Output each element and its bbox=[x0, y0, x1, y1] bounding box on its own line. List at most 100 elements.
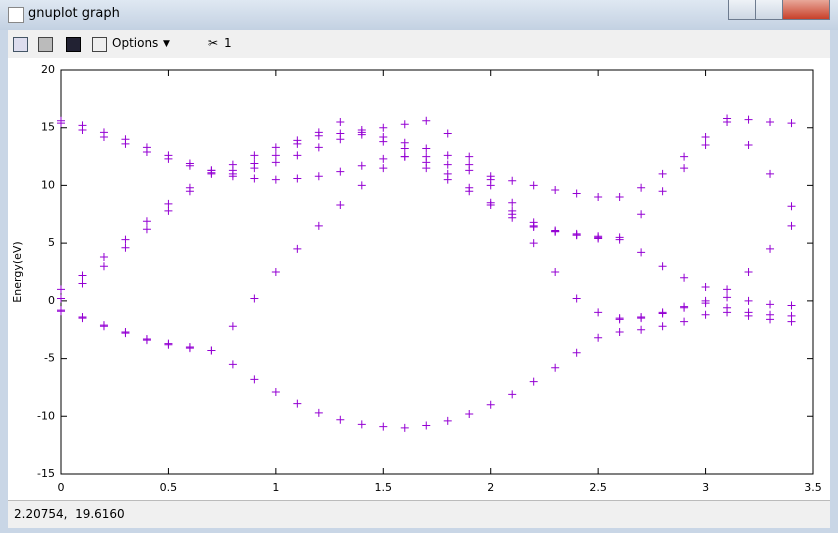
y-axis-label: Energy(eV) bbox=[11, 241, 24, 302]
data-point bbox=[551, 268, 560, 276]
data-point bbox=[314, 128, 323, 137]
data-point bbox=[357, 181, 366, 190]
scissors-count: 1 bbox=[224, 36, 232, 50]
data-point bbox=[443, 129, 452, 138]
data-point bbox=[637, 248, 646, 257]
data-point bbox=[185, 183, 194, 192]
data-point bbox=[744, 268, 753, 276]
x-tick-label: 2.5 bbox=[589, 481, 607, 494]
data-point bbox=[701, 310, 710, 319]
data-point bbox=[250, 294, 259, 303]
data-point bbox=[271, 268, 280, 276]
data-point bbox=[336, 117, 345, 126]
save-button[interactable] bbox=[66, 37, 81, 52]
data-point bbox=[57, 307, 65, 316]
data-point bbox=[508, 176, 517, 185]
data-point bbox=[443, 151, 452, 160]
data-point bbox=[744, 308, 753, 317]
copy-button[interactable] bbox=[13, 37, 28, 52]
data-point bbox=[701, 283, 710, 292]
app-icon bbox=[8, 7, 24, 23]
status-text: 2.20754, 19.6160 bbox=[14, 507, 125, 521]
data-point bbox=[228, 169, 237, 178]
x-tick-label: 1.5 bbox=[375, 481, 393, 494]
y-tick-label: -15 bbox=[37, 467, 55, 480]
data-point bbox=[680, 164, 689, 173]
x-tick-label: 0.5 bbox=[160, 481, 178, 494]
data-point bbox=[508, 206, 517, 215]
data-point bbox=[766, 310, 775, 319]
data-point bbox=[228, 360, 237, 369]
toolbar: Options ▼ ✂ 1 bbox=[8, 30, 830, 58]
data-point bbox=[508, 390, 517, 399]
data-point bbox=[78, 279, 87, 288]
minimize-button[interactable] bbox=[728, 0, 756, 20]
x-tick-label: 2 bbox=[487, 481, 494, 494]
data-point bbox=[379, 164, 388, 173]
print-button[interactable] bbox=[38, 37, 53, 52]
data-point bbox=[336, 135, 345, 144]
data-point bbox=[400, 120, 409, 129]
y-tick-label: 15 bbox=[41, 121, 55, 134]
data-point bbox=[787, 202, 796, 211]
data-point bbox=[379, 123, 388, 132]
data-point bbox=[658, 187, 667, 196]
data-point bbox=[357, 161, 366, 170]
data-point bbox=[443, 169, 452, 178]
data-point bbox=[615, 192, 624, 201]
data-point bbox=[572, 348, 581, 357]
data-point bbox=[551, 186, 560, 195]
data-point bbox=[293, 399, 302, 408]
data-point bbox=[572, 294, 581, 303]
data-point bbox=[57, 294, 65, 303]
data-point bbox=[701, 141, 710, 150]
status-bar: 2.20754, 19.6160 bbox=[8, 500, 830, 528]
data-point bbox=[658, 169, 667, 178]
data-point bbox=[787, 221, 796, 230]
data-point bbox=[486, 181, 495, 190]
data-point bbox=[443, 160, 452, 169]
data-point bbox=[615, 233, 624, 242]
maximize-button[interactable] bbox=[755, 0, 783, 20]
data-point bbox=[57, 285, 65, 294]
data-point bbox=[142, 147, 151, 156]
window-title: gnuplot graph bbox=[28, 6, 120, 21]
options-icon[interactable] bbox=[92, 37, 107, 52]
scissors-icon[interactable]: ✂ bbox=[208, 36, 219, 50]
data-point bbox=[723, 293, 732, 302]
close-button[interactable] bbox=[782, 0, 830, 20]
y-tick-label: 5 bbox=[48, 236, 55, 249]
data-point bbox=[142, 217, 151, 226]
data-point bbox=[121, 328, 130, 337]
data-point bbox=[271, 388, 280, 397]
data-point bbox=[228, 322, 237, 331]
data-point bbox=[680, 302, 689, 311]
data-point bbox=[766, 244, 775, 253]
data-point bbox=[314, 408, 323, 417]
data-point bbox=[572, 189, 581, 198]
data-point bbox=[787, 119, 796, 128]
data-point bbox=[787, 311, 796, 320]
data-point bbox=[422, 116, 431, 125]
data-point bbox=[744, 141, 753, 150]
data-point bbox=[99, 321, 108, 330]
data-point bbox=[723, 285, 732, 294]
data-point bbox=[594, 308, 603, 317]
data-point bbox=[207, 168, 216, 177]
data-point bbox=[723, 117, 732, 126]
data-point bbox=[658, 262, 667, 271]
y-tick-label: -5 bbox=[44, 352, 55, 365]
chart: Energy(eV) -15 -10 -5 0 5 10 15 20 0 0.5 1 1.5 2 2.5 3… bbox=[8, 58, 830, 500]
data-point bbox=[293, 139, 302, 148]
data-point bbox=[379, 154, 388, 163]
data-point bbox=[207, 346, 216, 355]
data-point bbox=[142, 225, 151, 234]
data-point bbox=[680, 273, 689, 282]
options-menu[interactable]: Options bbox=[112, 36, 159, 50]
data-point bbox=[357, 128, 366, 137]
data-point bbox=[637, 210, 646, 219]
data-point bbox=[658, 322, 667, 331]
data-point bbox=[594, 333, 603, 342]
data-point bbox=[250, 164, 259, 173]
